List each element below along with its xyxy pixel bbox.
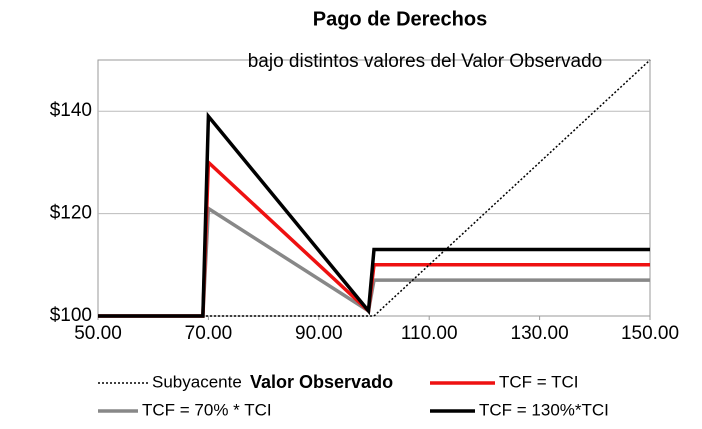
x-tick-label: 130.00	[511, 323, 569, 344]
y-tick-label: $140	[50, 100, 92, 121]
chart-subtitle: bajo distintos valores del Valor Observa…	[248, 51, 603, 72]
legend-label: TCF = 70% * TCI	[142, 400, 272, 419]
legend-label: TCF = 130%*TCI	[479, 400, 609, 419]
x-tick-label: 50.00	[74, 323, 122, 344]
chart-title: Pago de Derechos	[313, 8, 488, 30]
y-tick-label: $100	[50, 305, 92, 326]
legend-label: Subyacente	[152, 372, 242, 391]
y-tick-label: $120	[50, 203, 92, 224]
x-axis-label: Valor Observado	[250, 372, 393, 392]
x-tick-label: 150.00	[621, 323, 679, 344]
series-line	[98, 158, 650, 318]
x-tick-label: 70.00	[185, 323, 233, 344]
x-tick-label: 90.00	[295, 323, 343, 344]
series-line	[98, 111, 650, 318]
legend-label: TCF = TCI	[499, 372, 579, 391]
x-tick-label: 110.00	[401, 323, 458, 344]
